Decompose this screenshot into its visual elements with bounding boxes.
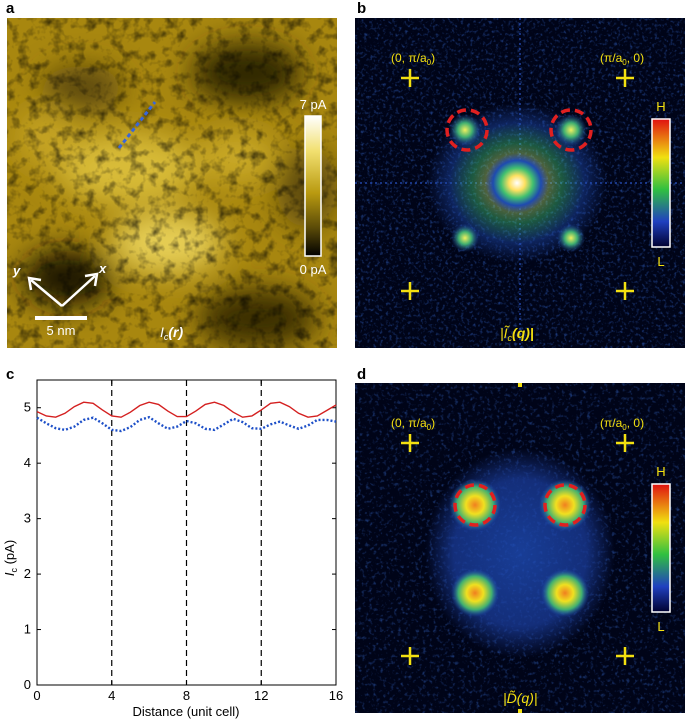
bragg-peak-bl <box>451 224 479 252</box>
y-axis-label: Ic (pA) <box>2 540 19 576</box>
panel-label-d: d <box>357 366 367 383</box>
axis-x-label: x <box>98 261 107 276</box>
y-tick-label: 4 <box>24 455 31 470</box>
peak-tr <box>539 479 591 531</box>
corner-label-right-d: (π/a0, 0) <box>600 416 644 432</box>
series-line-data <box>36 415 337 433</box>
x-tick-label: 4 <box>108 688 115 703</box>
highlight-circle-right <box>549 108 593 152</box>
fourier-caption-d: |D̃(q)| <box>503 690 538 706</box>
y-tick-label: 1 <box>24 622 31 637</box>
x-tick-label: 16 <box>329 688 343 703</box>
highlight-circle-left-d <box>453 483 497 527</box>
axis-y-label: y <box>12 263 21 278</box>
corner-cross-markers <box>401 69 634 300</box>
y-tick-label: 3 <box>24 511 31 526</box>
bragg-peak-tl <box>449 114 481 146</box>
axes-arrows <box>27 272 99 307</box>
x-tick-label: 0 <box>33 688 40 703</box>
linecut-marker <box>117 101 157 149</box>
colorbar-max-label: 7 pA <box>300 97 327 112</box>
bragg-peak-br <box>557 224 585 252</box>
x-tick-label: 8 <box>183 688 190 703</box>
colorbar-high-label: H <box>656 99 665 114</box>
y-tick-label: 0 <box>24 677 31 692</box>
fourier-transform-panel-b: (0, π/a0) (π/a0, 0) H L |Ĩc(q)| <box>355 18 685 348</box>
panel-label-a: a <box>6 0 15 17</box>
fourier-caption-b: |Ĩc(q)| <box>500 325 534 343</box>
peak-bl <box>451 569 499 617</box>
corner-label-left-d: (0, π/a0) <box>391 416 435 432</box>
bragg-peak-tr <box>555 114 587 146</box>
y-tick-label: 2 <box>24 566 31 581</box>
colorbar <box>304 115 322 257</box>
panel-label-c: c <box>6 366 15 383</box>
scalebar <box>35 316 87 320</box>
corner-label-left: (0, π/a0) <box>391 51 435 67</box>
x-axis-label: Distance (unit cell) <box>133 704 240 719</box>
fourier-transform-panel-d: (0, π/a0) (π/a0, 0) H L |D̃(q)| <box>355 383 685 713</box>
fourier-image-d: (0, π/a0) (π/a0, 0) H L |D̃(q)| <box>355 383 685 713</box>
colorbar-high-label-d: H <box>656 464 665 479</box>
x-tick-label: 12 <box>254 688 268 703</box>
peak-tl <box>449 479 501 531</box>
fourier-image-b: (0, π/a0) (π/a0, 0) H L |Ĩc(q)| <box>355 18 685 348</box>
colorbar-low-label-d: L <box>657 619 664 634</box>
current-map-image: 7 pA 0 pA y x 5 nm Ic(r) <box>7 18 337 348</box>
colorbar-b <box>651 118 671 248</box>
colorbar-low-label: L <box>657 254 664 269</box>
colorbar-min-label: 0 pA <box>300 262 327 277</box>
line-profile-chart: Distance (unit cell) 0 4 8 12 16 0 1 2 3 4 5 Ic (pA… <box>0 368 348 721</box>
corner-label-right: (π/a0, 0) <box>600 51 644 67</box>
map-label: Ic(r) <box>160 324 184 342</box>
corner-cross-markers-d <box>401 434 634 665</box>
highlight-circle-right-d <box>543 483 587 527</box>
current-map-panel: 7 pA 0 pA y x 5 nm Ic(r) <box>7 18 337 348</box>
y-tick-label: 5 <box>24 400 31 415</box>
colorbar-d <box>651 483 671 613</box>
central-peak <box>485 153 549 213</box>
panel-label-b: b <box>357 0 367 17</box>
scalebar-label: 5 nm <box>47 323 76 338</box>
highlight-circle-left <box>445 108 489 152</box>
peak-br <box>541 569 589 617</box>
series-line-model <box>36 401 337 418</box>
